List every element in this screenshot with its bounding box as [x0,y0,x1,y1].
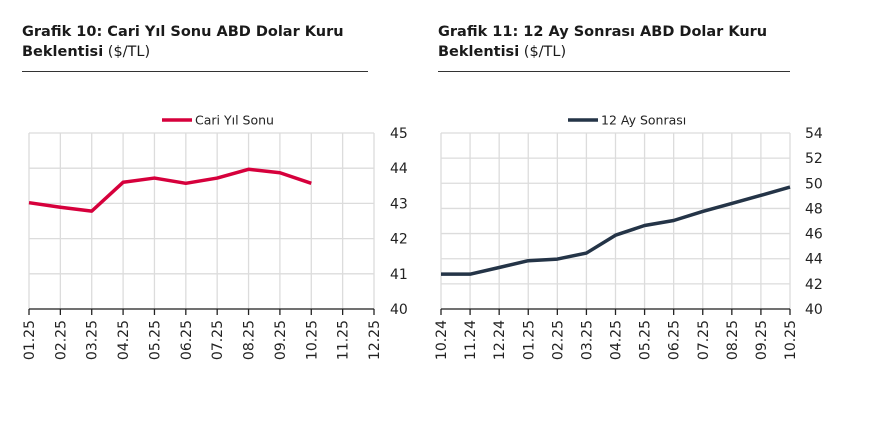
y-tick-label: 44 [390,161,408,177]
y-tick-label: 50 [805,176,823,192]
x-tick-label: 07.25 [696,320,712,360]
x-tick-label: 07.25 [210,320,226,360]
x-tick-label: 03.25 [85,320,101,360]
x-tick-label: 04.25 [609,320,625,360]
x-tick-label: 06.25 [667,320,683,360]
x-tick-label: 02.25 [550,320,566,360]
x-tick-label: 04.25 [116,320,132,360]
series-line-1 [28,167,312,213]
chart-1-title-line2: Beklentisi [22,44,104,60]
chart-2-title-rule [438,71,790,72]
y-tick-label: 40 [390,302,408,318]
y-tick-label: 46 [805,227,823,243]
x-tick-label: 03.25 [579,320,595,360]
x-tick-label: 05.25 [638,320,654,360]
x-tick-label: 12.25 [367,320,383,360]
x-tick-label: 01.25 [521,320,537,360]
chart-1-title-line1: Grafik 10: Cari Yıl Sonu ABD Dolar Kuru [22,24,344,40]
y-tick-label: 42 [805,277,823,293]
x-tick-label: 09.25 [273,320,289,360]
y-tick-label: 40 [805,302,823,318]
y-tick-label: 52 [805,151,823,167]
chart-2-title: Grafik 11: 12 Ay Sonrası ABD Dolar Kuru … [438,22,767,62]
chart-1-title: Grafik 10: Cari Yıl Sonu ABD Dolar Kuru … [22,22,344,62]
x-tick-label: 10.25 [304,320,320,360]
x-tick-label: 01.25 [22,320,38,360]
chart-1-title-unit: ($/TL) [107,44,151,60]
y-tick-label: 42 [390,232,408,248]
x-tick-label: 08.25 [242,320,258,360]
y-tick-label: 54 [805,126,823,142]
y-tick-label: 48 [805,201,823,217]
x-tick-label: 11.25 [336,320,352,360]
legend-label: 12 Ay Sonrası [601,113,686,128]
x-tick-label: 09.25 [754,320,770,360]
x-tick-label: 10.25 [783,320,799,360]
chart-2-title-line2: Beklentisi [438,44,520,60]
x-tick-label: 11.24 [463,320,479,360]
y-tick-label: 44 [805,252,823,268]
x-tick-label: 05.25 [147,320,163,360]
legend-label: Cari Yıl Sonu [195,113,274,128]
chart-2-title-unit: ($/TL) [523,44,567,60]
chart-1: 40 41 42 43 44 45 01.25 02.25 03.25 04.25 05.25 06.… [22,113,408,361]
y-tick-label: 45 [390,126,408,142]
x-tick-label: 10.24 [434,320,450,360]
chart-2: 40 42 44 46 48 50 52 54 10.24 11.24 12.24 01.25 02.2… [434,113,823,361]
y-tick-label: 41 [390,267,408,283]
x-tick-label: 06.25 [179,320,195,360]
x-tick-label: 02.25 [53,320,69,360]
chart-2-title-line1: Grafik 11: 12 Ay Sonrası ABD Dolar Kuru [438,24,768,40]
x-tick-label: 12.24 [492,320,508,360]
y-tick-label: 43 [390,196,408,212]
x-tick-label: 08.25 [725,320,741,360]
chart-1-title-rule [22,71,368,72]
